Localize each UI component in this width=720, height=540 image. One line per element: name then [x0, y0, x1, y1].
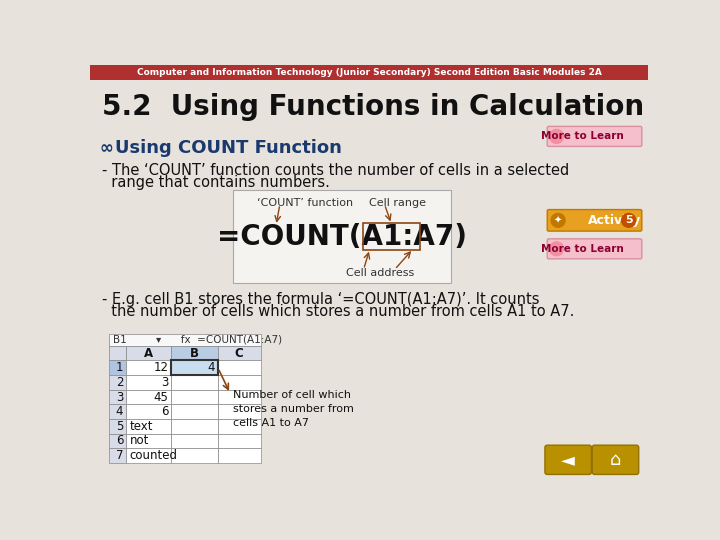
Bar [109, 390, 127, 404]
Text: not: not [130, 435, 149, 448]
Bar [109, 419, 127, 434]
Text: Activity: Activity [588, 214, 642, 227]
Bar [218, 390, 261, 404]
Bar [109, 361, 127, 375]
Bar [218, 361, 261, 375]
Bar [127, 346, 171, 361]
Circle shape [549, 242, 564, 256]
Text: 6: 6 [116, 435, 123, 448]
Bar [127, 419, 171, 434]
Text: the number of cells which stores a number from cells A1 to A7.: the number of cells which stores a numbe… [102, 303, 574, 319]
Text: text: text [130, 420, 153, 433]
Bar [218, 375, 261, 390]
Bar [171, 419, 218, 434]
Bar [109, 346, 127, 361]
Text: A: A [144, 347, 153, 360]
Text: More to Learn: More to Learn [541, 131, 624, 141]
Text: 4: 4 [207, 361, 215, 374]
Bar [218, 448, 261, 463]
Text: 5: 5 [625, 215, 632, 225]
Text: C: C [235, 347, 243, 360]
Bar [127, 404, 171, 419]
FancyBboxPatch shape [547, 210, 642, 231]
Bar [127, 448, 171, 463]
Bar [171, 404, 218, 419]
FancyBboxPatch shape [547, 239, 642, 259]
Text: - E.g. cell B1 stores the formula ‘=COUNT(A1:A7)’. It counts: - E.g. cell B1 stores the formula ‘=COUN… [102, 292, 539, 307]
Text: ✦: ✦ [554, 215, 562, 225]
Text: =COUNT(A1:A7): =COUNT(A1:A7) [217, 222, 467, 251]
Text: Number of cell which
stores a number from
cells A1 to A7: Number of cell which stores a number fro… [233, 390, 354, 428]
Text: 45: 45 [153, 390, 168, 403]
Bar [109, 334, 261, 346]
Text: Using COUNT Function: Using COUNT Function [114, 139, 342, 157]
Text: 5: 5 [116, 420, 123, 433]
Bar [127, 390, 171, 404]
Bar [218, 419, 261, 434]
Text: Cell range: Cell range [369, 198, 426, 208]
Text: 12: 12 [153, 361, 168, 374]
FancyBboxPatch shape [593, 445, 639, 475]
Text: counted: counted [130, 449, 178, 462]
Text: ∞: ∞ [99, 139, 113, 157]
Text: B: B [190, 347, 199, 360]
Bar [171, 448, 218, 463]
Text: 4: 4 [116, 405, 123, 418]
Text: ⌂: ⌂ [610, 451, 621, 469]
Text: Computer and Information Technology (Junior Secondary) Second Edition Basic Modu: Computer and Information Technology (Jun… [137, 68, 601, 77]
Text: 1: 1 [116, 361, 123, 374]
Bar [218, 346, 261, 361]
Text: ‘COUNT’ function: ‘COUNT’ function [256, 198, 353, 208]
Text: 7: 7 [116, 449, 123, 462]
Text: - The ‘COUNT’ function counts the number of cells in a selected: - The ‘COUNT’ function counts the number… [102, 164, 569, 178]
Text: B1         ▾      fx  =COUNT(A1:A7): B1 ▾ fx =COUNT(A1:A7) [113, 335, 282, 345]
Text: ◄: ◄ [561, 451, 575, 469]
Bar [171, 346, 218, 361]
Bar [109, 448, 127, 463]
Circle shape [551, 213, 565, 227]
Text: range that contains numbers.: range that contains numbers. [102, 175, 330, 190]
Text: 2: 2 [116, 376, 123, 389]
Text: More to Learn: More to Learn [541, 244, 624, 254]
Text: 3: 3 [116, 390, 123, 403]
FancyBboxPatch shape [547, 126, 642, 146]
Bar [127, 375, 171, 390]
Text: 5.2  Using Functions in Calculation: 5.2 Using Functions in Calculation [102, 93, 644, 121]
Bar [171, 361, 218, 375]
Text: 3: 3 [161, 376, 168, 389]
Text: 6: 6 [161, 405, 168, 418]
Bar [171, 361, 218, 375]
Bar [109, 375, 127, 390]
Bar [127, 361, 171, 375]
FancyBboxPatch shape [233, 190, 451, 284]
Bar [171, 434, 218, 448]
Bar [109, 434, 127, 448]
Text: Cell address: Cell address [346, 268, 415, 279]
Circle shape [549, 130, 564, 143]
FancyBboxPatch shape [545, 445, 591, 475]
Bar [127, 434, 171, 448]
Bar [171, 375, 218, 390]
Bar [218, 404, 261, 419]
Bar [171, 390, 218, 404]
Bar [90, 65, 648, 80]
Circle shape [621, 213, 636, 227]
Bar [218, 434, 261, 448]
Bar [109, 404, 127, 419]
